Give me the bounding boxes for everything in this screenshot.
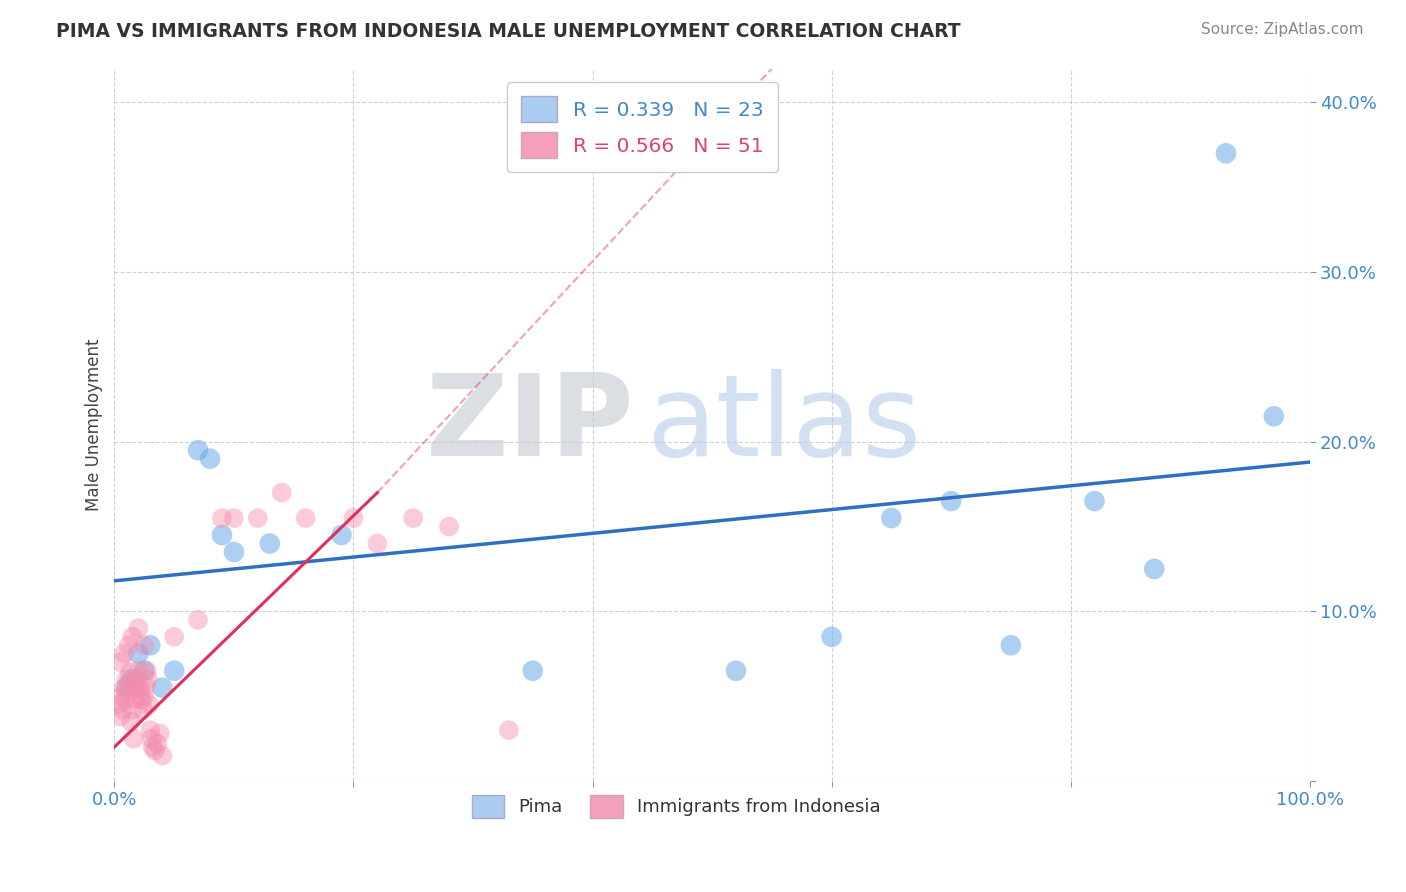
Point [402,511,425,525]
Point [724,664,747,678]
Point [1215,146,1237,161]
Point [880,511,903,525]
Point [136,672,159,686]
Point [149,726,172,740]
Point [111,703,134,717]
Point [366,536,388,550]
Point [294,511,316,525]
Point [187,443,209,458]
Point [107,698,129,712]
Point [110,689,132,703]
Point [498,723,520,738]
Point [270,485,292,500]
Point [127,621,149,635]
Point [118,675,141,690]
Point [115,681,138,695]
Point [132,703,155,717]
Point [939,494,962,508]
Point [121,672,143,686]
Point [122,731,145,746]
Point [163,630,186,644]
Point [125,681,148,695]
Point [135,664,157,678]
Point [142,740,165,755]
Point [1143,562,1166,576]
Point [117,686,139,700]
Point [330,528,353,542]
Point [139,638,162,652]
Y-axis label: Male Unemployment: Male Unemployment [86,338,103,511]
Text: PIMA VS IMMIGRANTS FROM INDONESIA MALE UNEMPLOYMENT CORRELATION CHART: PIMA VS IMMIGRANTS FROM INDONESIA MALE U… [56,22,960,41]
Point [110,655,132,669]
Point [1083,494,1105,508]
Legend: Pima, Immigrants from Indonesia: Pima, Immigrants from Indonesia [464,788,887,825]
Point [127,647,149,661]
Point [128,681,150,695]
Point [112,681,135,695]
Point [112,647,135,661]
Point [198,451,221,466]
Point [820,630,842,644]
Point [120,714,142,729]
Point [115,672,138,686]
Point [187,613,209,627]
Point [211,528,233,542]
Point [118,665,141,680]
Text: atlas: atlas [647,369,921,480]
Point [1000,638,1022,652]
Point [127,664,149,678]
Point [342,511,364,525]
Point [134,638,156,652]
Point [110,709,132,723]
Point [118,638,141,652]
Point [134,689,156,703]
Point [222,511,245,525]
Point [129,689,152,703]
Point [134,679,156,693]
Point [222,545,245,559]
Point [246,511,269,525]
Point [259,536,281,550]
Point [437,519,460,533]
Point [141,731,163,746]
Point [163,664,186,678]
Point [127,672,149,686]
Point [121,703,143,717]
Point [143,743,166,757]
Point [131,692,153,706]
Text: ZIP: ZIP [426,369,634,480]
Point [150,748,173,763]
Point [114,692,136,706]
Point [121,630,143,644]
Text: Source: ZipAtlas.com: Source: ZipAtlas.com [1201,22,1364,37]
Point [211,511,233,525]
Point [150,681,173,695]
Point [134,664,156,678]
Point [522,664,544,678]
Point [139,723,162,738]
Point [124,692,146,706]
Point [138,698,160,712]
Point [1263,409,1285,424]
Point [146,737,169,751]
